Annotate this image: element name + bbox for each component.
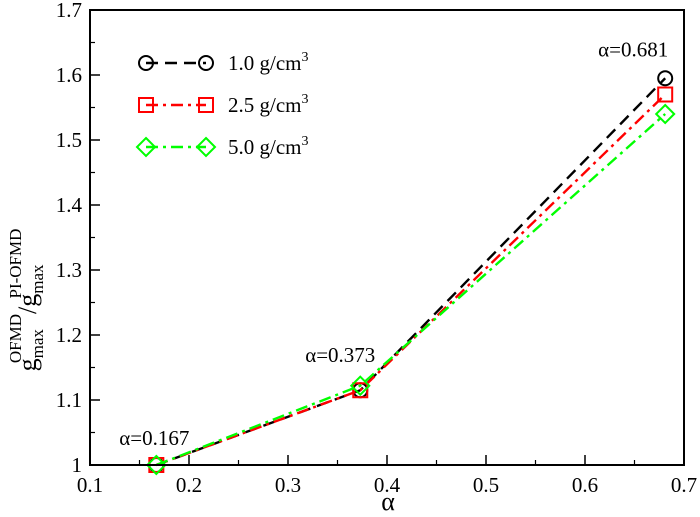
series-layer xyxy=(145,70,676,476)
y-title-sub2: max xyxy=(28,264,47,294)
legend-marker-2 xyxy=(138,97,154,113)
data-point-series-2 xyxy=(352,382,369,399)
y-title-sup1: OFMD xyxy=(6,314,25,363)
y-tick-label: 1.1 xyxy=(56,388,82,412)
x-tick-label: 0.5 xyxy=(473,473,499,497)
ticks-layer: 0.1 0.2 0.3 0.4 0.5 0.6 0.7 1 1.1 1.2 1.3 1.4 1.5 1.6… xyxy=(56,0,697,497)
y-title-slash: / xyxy=(13,306,42,314)
legend-marker-3 xyxy=(135,136,157,158)
svg-text:gmaxOFMD/gmaxPI-OFMD: gmaxOFMD/gmaxPI-OFMD xyxy=(6,229,47,372)
legend-label-1: 1.0 g/cm3 xyxy=(228,50,309,75)
alpha-annotation: α=0.167 xyxy=(119,426,189,450)
legend-marker-1 xyxy=(198,55,214,71)
data-point-series-3 xyxy=(145,454,167,476)
y-title-sup2: PI-OFMD xyxy=(6,229,25,299)
legend-marker-3 xyxy=(195,136,217,158)
legend-label-2: 2.5 g/cm3 xyxy=(228,92,309,117)
series-line-2 xyxy=(155,93,667,467)
data-point-series-3 xyxy=(654,103,676,125)
alpha-annotation: α=0.681 xyxy=(598,37,668,61)
x-tick-label: 0.1 xyxy=(77,473,103,497)
y-title-sub1: max xyxy=(28,329,47,359)
legend-marker-1 xyxy=(138,55,154,71)
y-title-g1: g xyxy=(13,358,42,371)
x-tick-label: 0.7 xyxy=(671,473,697,497)
y-tick-label: 1 xyxy=(72,453,83,477)
annotation-layer: α=0.167 α=0.373 α=0.681 xyxy=(119,37,668,450)
y-tick-label: 1.2 xyxy=(56,323,82,347)
legend-label-3: 5.0 g/cm3 xyxy=(228,134,309,159)
x-tick-label: 0.6 xyxy=(572,473,598,497)
y-tick-label: 1.6 xyxy=(56,63,82,87)
data-point-series-1 xyxy=(657,70,674,87)
y-title-g2: g xyxy=(13,294,42,307)
y-tick-label: 1.4 xyxy=(56,193,83,217)
data-point-series-2 xyxy=(657,86,674,103)
x-tick-label: 0.4 xyxy=(374,473,401,497)
x-tick-label: 0.2 xyxy=(176,473,202,497)
alpha-annotation: α=0.373 xyxy=(305,343,375,367)
x-tick-label: 0.3 xyxy=(275,473,301,497)
series-line-3 xyxy=(155,113,666,467)
plot-frame xyxy=(89,9,685,466)
data-point-series-3 xyxy=(349,375,371,397)
x-axis-title: α xyxy=(381,487,395,516)
legend-marker-2 xyxy=(198,97,214,113)
y-tick-label: 1.3 xyxy=(56,258,82,282)
axes-layer xyxy=(89,9,685,466)
y-axis-title: gmaxOFMD/gmaxPI-OFMD xyxy=(6,229,47,372)
legend: 1.0 g/cm3 2.5 g/cm3 5.0 g/cm3 xyxy=(135,50,309,159)
y-tick-label: 1.5 xyxy=(56,128,82,152)
y-tick-label: 1.7 xyxy=(56,0,82,22)
